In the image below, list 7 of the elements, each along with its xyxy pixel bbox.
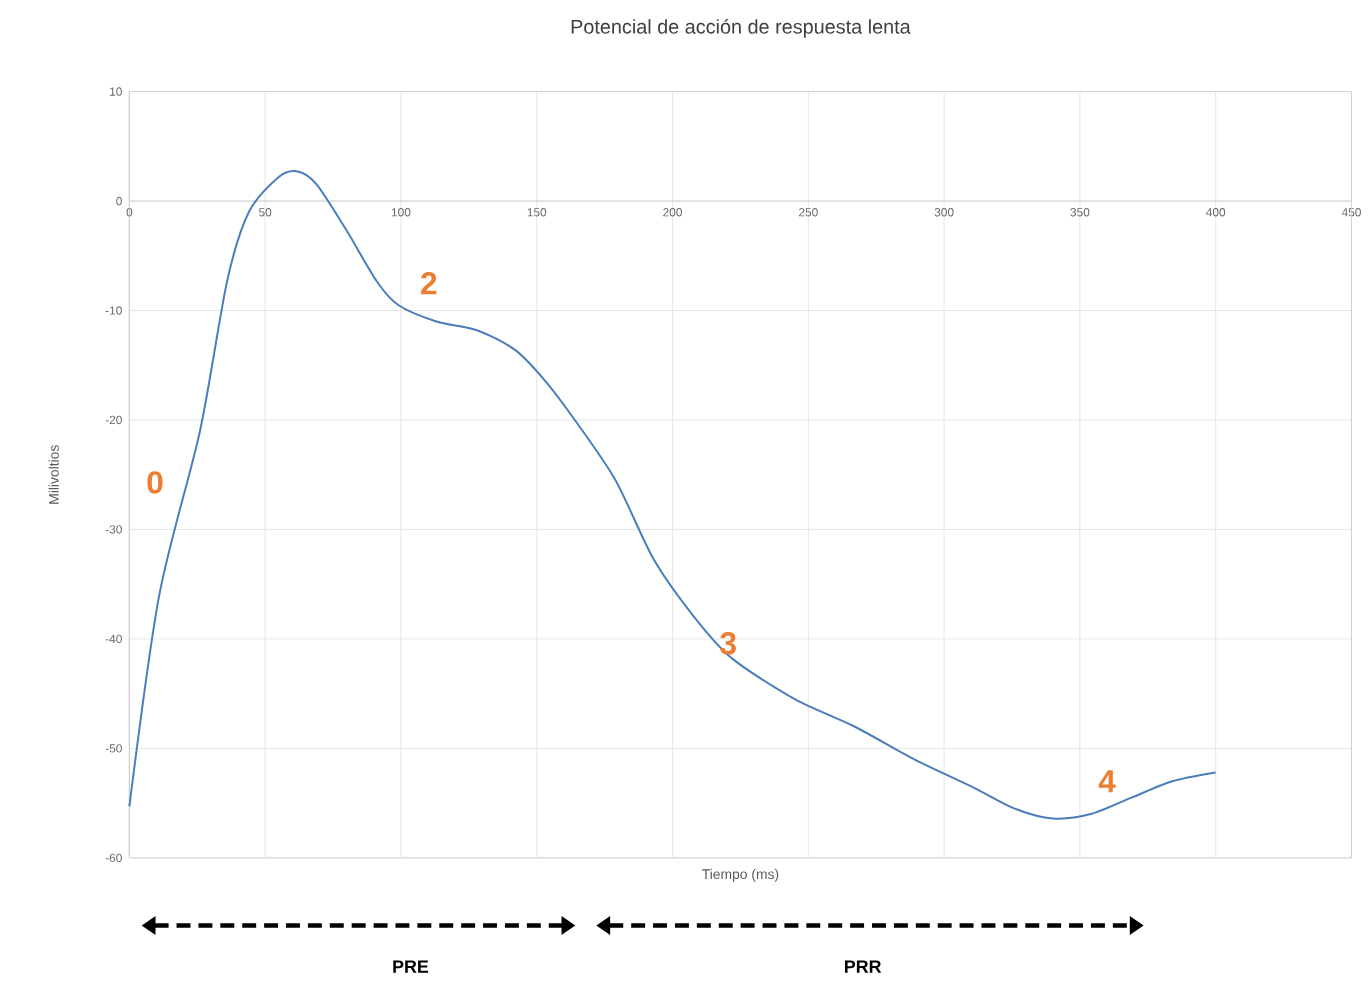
chart-title: Potencial de acción de respuesta lenta xyxy=(571,19,911,39)
text: PRE xyxy=(393,960,429,974)
annotation: 2 xyxy=(421,272,437,295)
annotation: 3 xyxy=(720,632,736,655)
annotation: 0 xyxy=(147,471,163,495)
text: PRR xyxy=(844,960,882,974)
annotation: 4 xyxy=(1098,770,1116,793)
